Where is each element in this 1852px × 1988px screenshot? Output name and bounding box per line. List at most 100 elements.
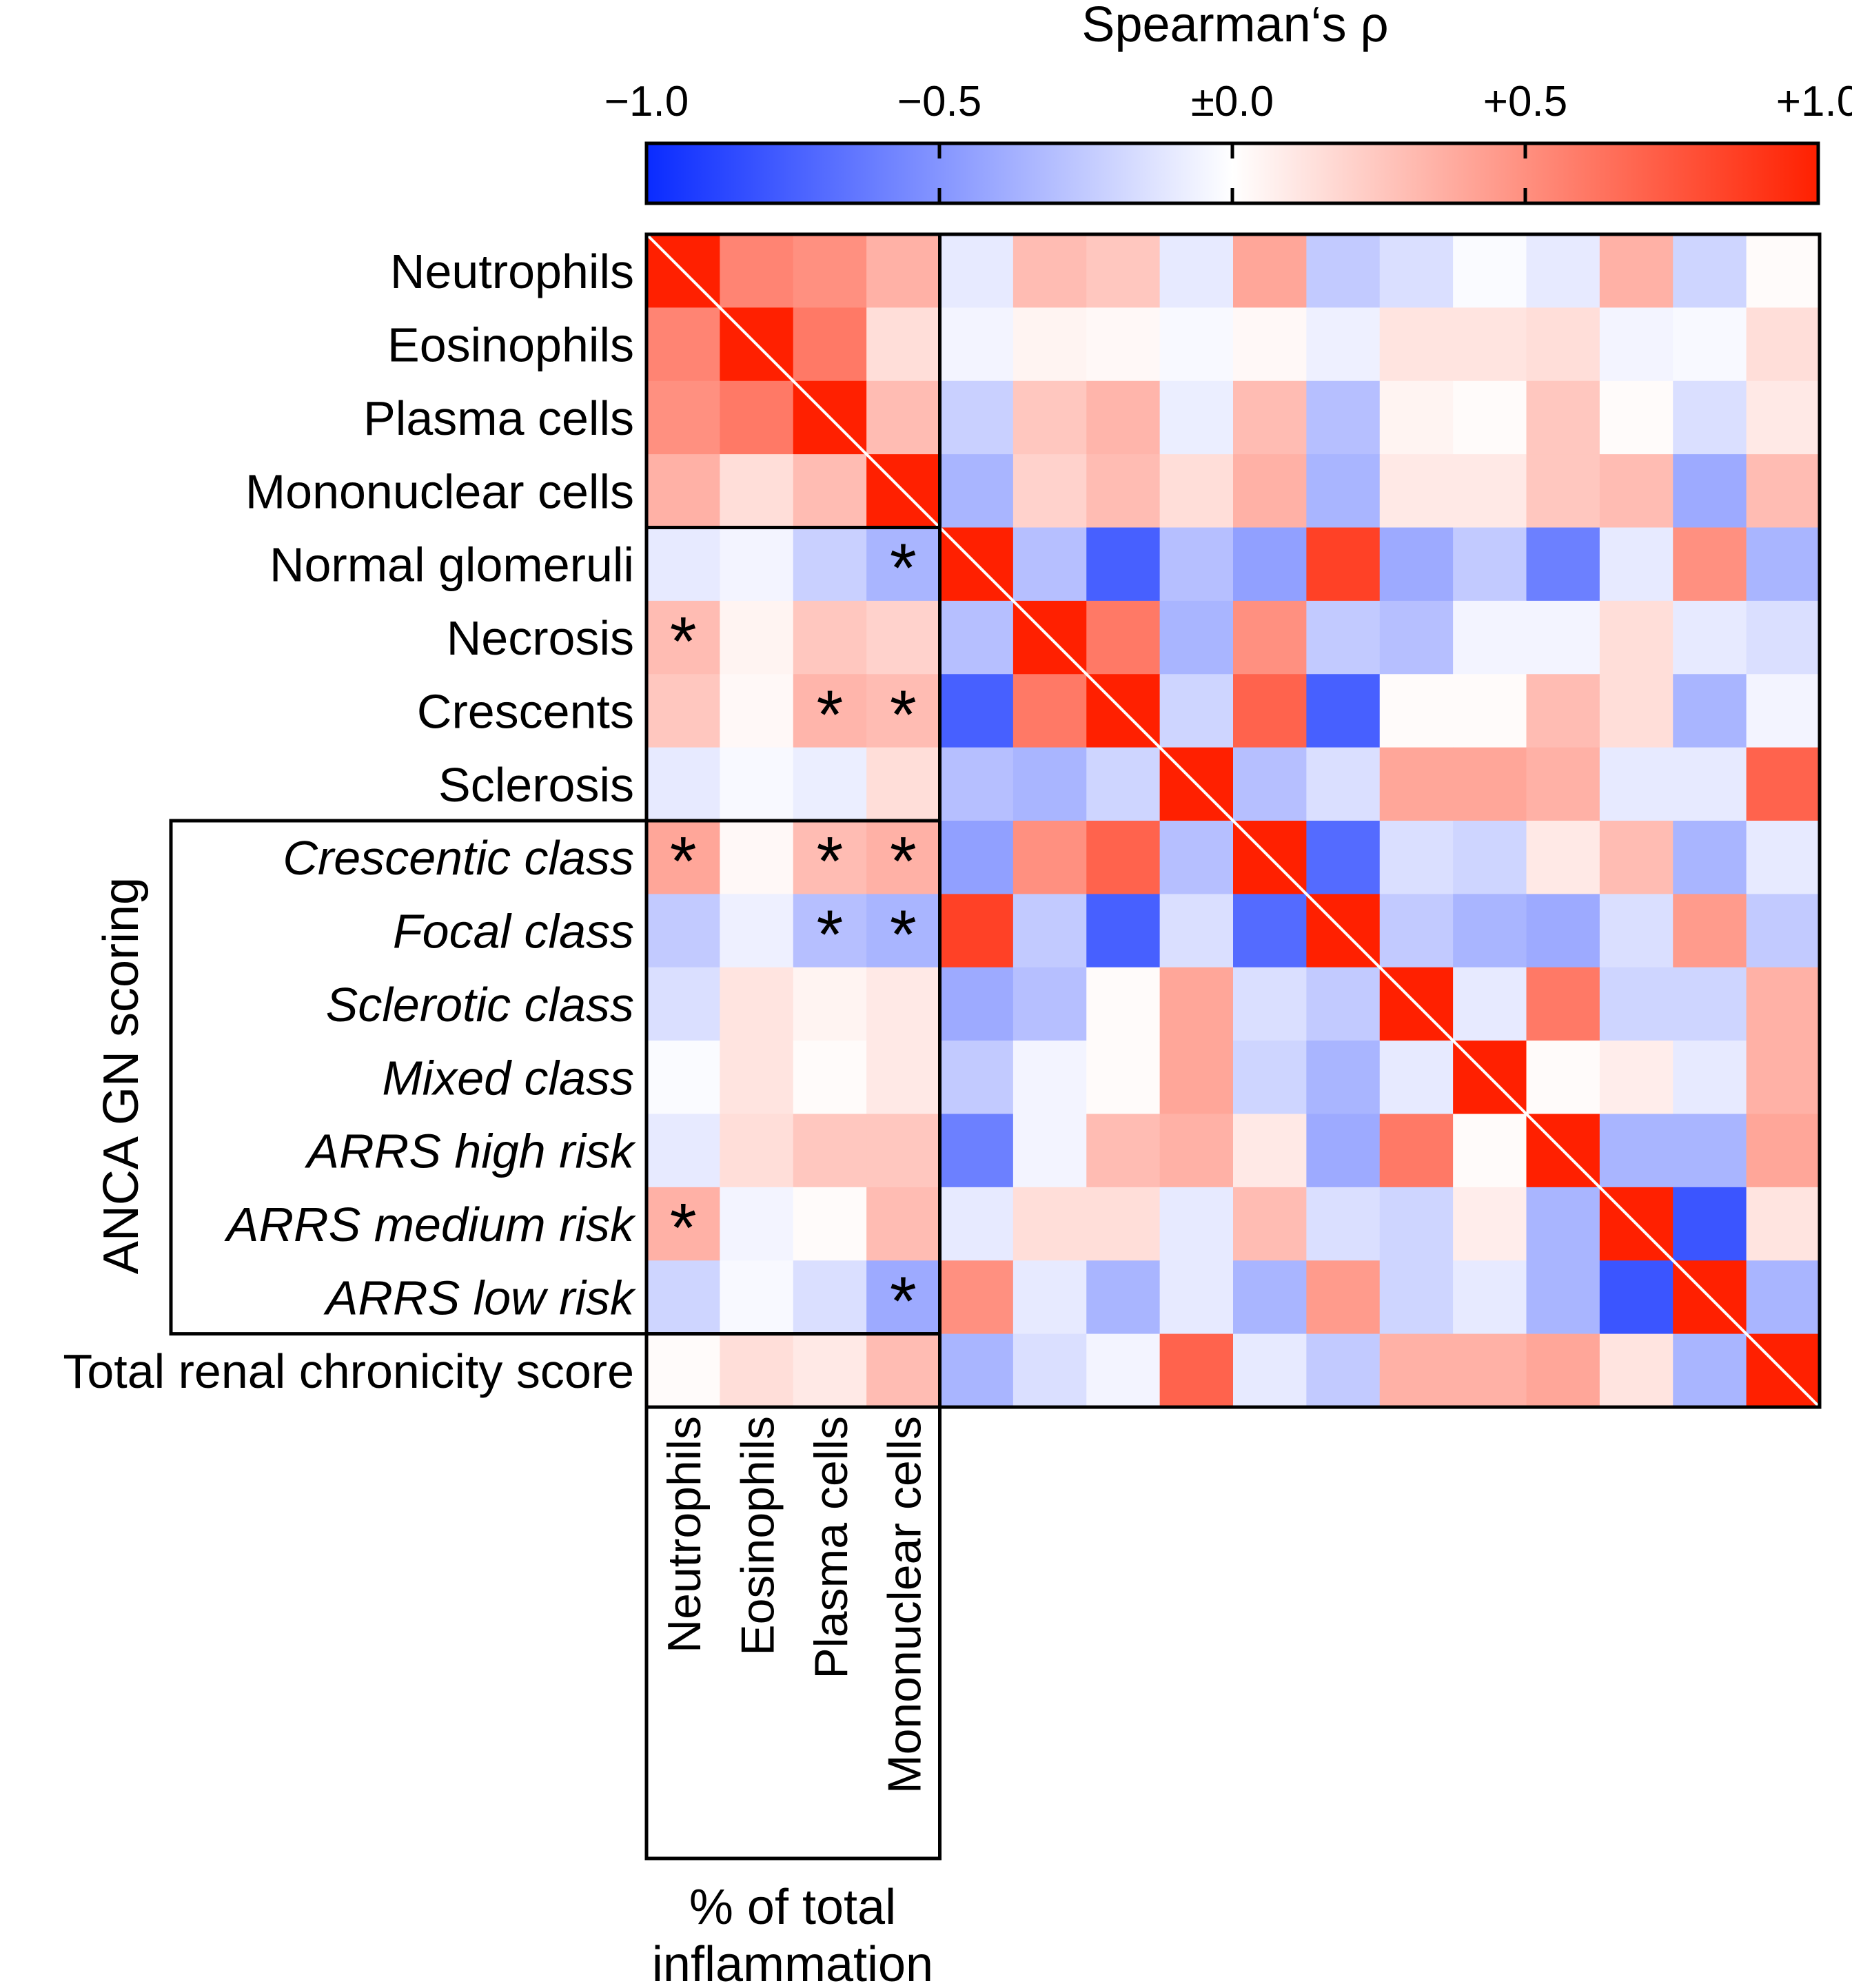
heatmap-cell [1086,967,1161,1041]
heatmap-cell [1746,1187,1820,1261]
heatmap-cell [1013,527,1087,602]
heatmap-cell [647,747,720,821]
heatmap-cell [647,821,720,894]
heatmap-cell [1673,1041,1747,1115]
heatmap-cell [1233,1187,1307,1261]
heatmap-cell [1086,747,1161,821]
heatmap-cell [647,1333,720,1408]
heatmap-cell [793,747,867,821]
heatmap-cell [1379,527,1454,602]
heatmap-cell [1013,454,1087,529]
heatmap-cell [939,1114,1014,1188]
heatmap-cell [1306,234,1381,308]
heatmap-cell [1526,600,1600,675]
heatmap-cell [1086,894,1161,968]
heatmap-cell [1233,1333,1307,1408]
heatmap-cell [866,1114,941,1188]
heatmap-cell [1379,1333,1454,1408]
heatmap-cell [1159,600,1234,675]
significance-asterisk: * [816,896,843,974]
row-label: Normal glomeruli [269,538,634,592]
heatmap-cell [720,600,794,675]
row-label: Necrosis [447,611,634,665]
heatmap-cell [1453,234,1527,308]
row-label: Total renal chronicity score [63,1344,634,1398]
heatmap-cell [1013,1187,1087,1261]
heatmap-cell [1673,1114,1747,1188]
heatmap-cell [1526,1260,1600,1335]
column-label: Neutrophils [658,1416,711,1653]
heatmap-cell [1159,1260,1234,1335]
heatmap-cell [1086,1114,1161,1188]
heatmap-cell [1086,380,1161,455]
heatmap-cell [1159,821,1234,894]
heatmap-cell [1453,821,1527,894]
heatmap-cell [1159,894,1234,968]
heatmap-cell [720,234,794,308]
heatmap-cell [1746,1041,1820,1115]
heatmap-cell [1453,454,1527,529]
heatmap-cell [939,307,1014,382]
heatmap-cell [720,747,794,821]
heatmap-cell [866,674,941,748]
heatmap-cell [1233,1114,1307,1188]
significance-asterisk: * [890,1262,917,1340]
heatmap-cell [1306,600,1381,675]
heatmap-cell [1013,1114,1087,1188]
heatmap-cell [1379,747,1454,821]
significance-asterisk: * [816,823,843,900]
heatmap-cell [1013,1041,1087,1115]
heatmap-cell [647,674,720,748]
heatmap-cell [793,674,867,748]
heatmap-cell [1746,967,1820,1041]
row-label: Mixed class [382,1051,634,1105]
heatmap-cell [647,1041,720,1115]
heatmap-cell [1746,674,1820,748]
heatmap-cell [720,821,794,894]
heatmap-cell [1013,967,1087,1041]
heatmap-cell [1159,1333,1234,1408]
heatmap-cell [939,1187,1014,1261]
heatmap-cell [793,1041,867,1115]
heatmap-cell [793,600,867,675]
colorbar-tick-label: ±0.0 [1191,78,1274,125]
heatmap-cell [1599,380,1673,455]
colorbar-tick-label: +1.0 [1776,78,1852,125]
heatmap-cell [1233,894,1307,968]
heatmap-cell [793,527,867,602]
heatmap-cell [1453,527,1527,602]
heatmap-cell [1673,1187,1747,1261]
heatmap-cell [1526,1187,1600,1261]
heatmap-cell [1453,1187,1527,1261]
x-axis-label-line2: inflammation [652,1937,933,1988]
significance-asterisk: * [670,1189,697,1267]
heatmap-cell [720,1260,794,1335]
heatmap-cell [720,1041,794,1115]
heatmap-cell [1379,1114,1454,1188]
heatmap-cell [1746,747,1820,821]
heatmap-cell [866,1333,941,1408]
heatmap-cell [866,747,941,821]
heatmap-cell [1746,527,1820,602]
heatmap-cell [1306,1260,1381,1335]
heatmap-cell [939,674,1014,748]
heatmap-cell [720,894,794,968]
heatmap-cell [1306,1187,1381,1261]
heatmap-cell [1526,894,1600,968]
heatmap-cell [793,234,867,308]
heatmap-cell [1233,1260,1307,1335]
row-label: Sclerosis [438,758,634,812]
heatmap-cell [1306,454,1381,529]
heatmap-cell [1159,380,1234,455]
row-label: Mononuclear cells [245,464,634,518]
heatmap-cell [939,747,1014,821]
heatmap-cell [866,821,941,894]
heatmap-cell [1306,527,1381,602]
heatmap-cell [1453,1260,1527,1335]
heatmap-cell [793,307,867,382]
heatmap-cell [1306,747,1381,821]
heatmap-cell [720,674,794,748]
row-label: Plasma cells [363,391,634,445]
heatmap-cell [1233,380,1307,455]
